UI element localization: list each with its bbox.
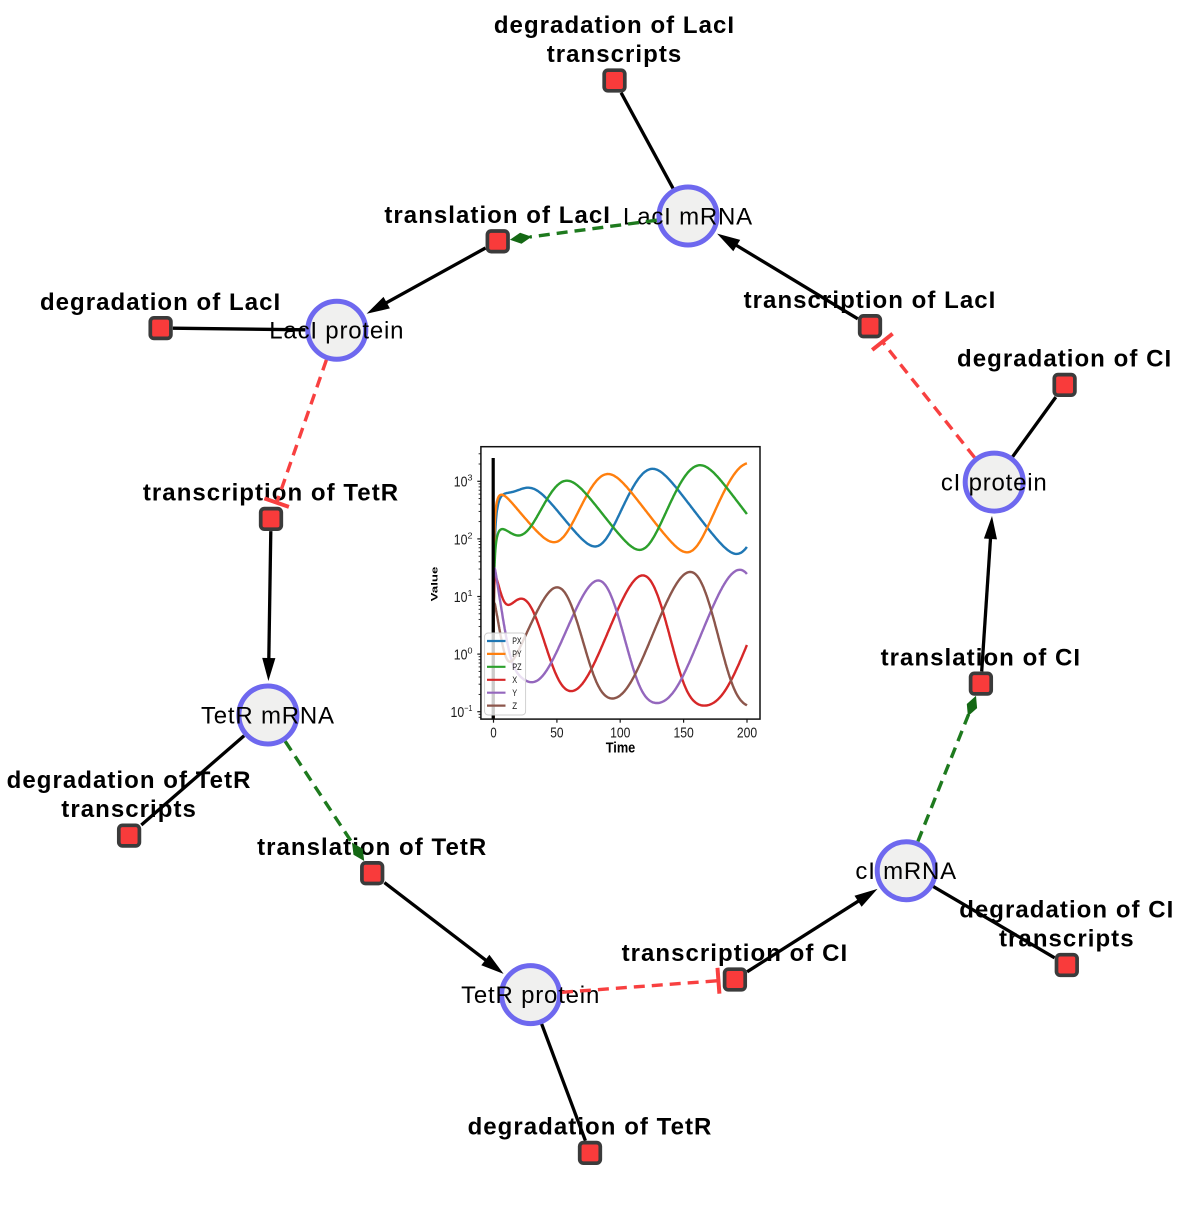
svg-text:200: 200 [737, 724, 757, 741]
svg-text:X: X [512, 675, 517, 685]
svg-text:degradation of TetR: degradation of TetR [7, 767, 252, 794]
svg-text:100: 100 [610, 724, 630, 741]
svg-text:translation of TetR: translation of TetR [257, 834, 487, 861]
svg-text:2: 2 [468, 530, 473, 540]
svg-text:degradation of CI: degradation of CI [957, 346, 1172, 373]
svg-text:degradation of LacI: degradation of LacI [40, 289, 281, 316]
svg-text:degradation of LacI: degradation of LacI [494, 12, 735, 39]
svg-text:LacI mRNA: LacI mRNA [623, 203, 753, 230]
svg-text:cI protein: cI protein [941, 470, 1048, 497]
svg-text:10: 10 [454, 647, 468, 664]
svg-text:Z: Z [512, 701, 517, 711]
svg-text:transcription of CI: transcription of CI [622, 940, 849, 967]
svg-text:transcripts: transcripts [547, 41, 683, 68]
svg-text:1: 1 [468, 588, 473, 598]
svg-text:0: 0 [468, 646, 473, 656]
svg-text:10: 10 [454, 589, 468, 606]
svg-text:transcription of LacI: transcription of LacI [744, 287, 997, 314]
svg-text:10: 10 [454, 531, 468, 548]
svg-text:PX: PX [512, 636, 521, 646]
svg-text:Time: Time [606, 740, 636, 757]
svg-text:10: 10 [451, 704, 465, 721]
svg-text:PZ: PZ [512, 662, 522, 672]
svg-text:Y: Y [512, 688, 517, 698]
svg-text:PY: PY [512, 649, 521, 659]
svg-text:150: 150 [674, 724, 694, 741]
svg-text:degradation of CI: degradation of CI [959, 897, 1174, 924]
svg-text:−1: −1 [464, 703, 473, 713]
svg-text:cI mRNA: cI mRNA [855, 858, 957, 885]
svg-text:10: 10 [454, 474, 468, 491]
svg-text:50: 50 [550, 724, 563, 741]
svg-text:degradation of TetR: degradation of TetR [468, 1114, 713, 1141]
svg-text:Value: Value [429, 566, 439, 601]
svg-text:translation of LacI: translation of LacI [384, 202, 611, 229]
svg-text:0: 0 [490, 724, 496, 741]
svg-text:TetR protein: TetR protein [461, 982, 600, 1009]
svg-text:3: 3 [468, 473, 473, 483]
svg-text:TetR mRNA: TetR mRNA [201, 702, 335, 729]
svg-text:transcripts: transcripts [61, 796, 197, 823]
